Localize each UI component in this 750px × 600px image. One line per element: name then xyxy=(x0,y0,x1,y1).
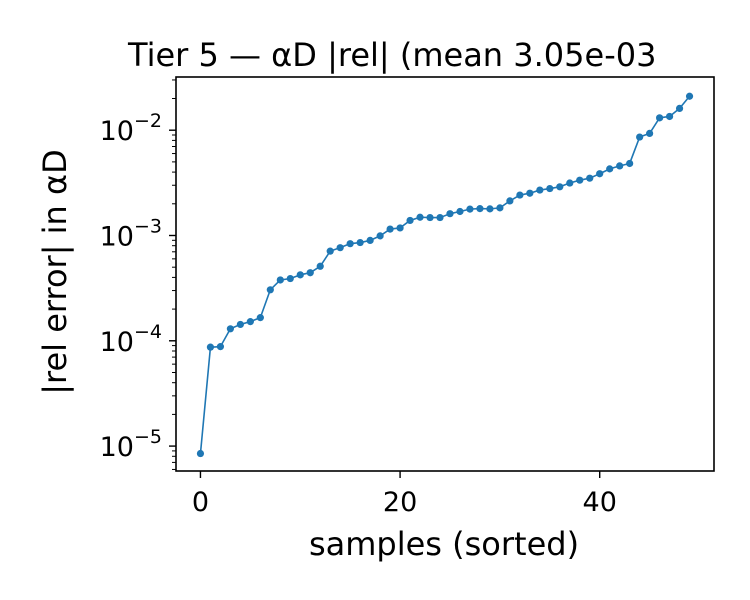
y-tick-label-0: 10−5 xyxy=(100,426,162,463)
data-point-7 xyxy=(266,286,274,294)
y-tick-label-1: 10−4 xyxy=(100,321,162,358)
data-point-41 xyxy=(606,165,614,173)
data-point-42 xyxy=(616,162,624,170)
chart-title: Tier 5 — αD |rel| (mean 3.05e-03 xyxy=(127,36,656,74)
data-point-22 xyxy=(416,213,424,221)
data-point-37 xyxy=(566,179,574,187)
data-point-23 xyxy=(426,213,434,222)
data-point-48 xyxy=(675,104,684,113)
x-axis-label: samples (sorted) xyxy=(309,525,579,563)
data-point-35 xyxy=(546,184,554,193)
y-axis-label: |rel error| in αD xyxy=(36,149,74,394)
data-point-6 xyxy=(256,314,264,322)
y-tick-exponent-2: −3 xyxy=(134,215,162,237)
y-tick-exponent-1: −4 xyxy=(134,321,162,343)
data-point-21 xyxy=(406,216,414,225)
data-point-1 xyxy=(206,343,215,351)
data-point-27 xyxy=(466,205,474,213)
data-point-4 xyxy=(236,320,244,329)
data-point-13 xyxy=(326,247,334,255)
y-tick-label-3: 10−2 xyxy=(100,110,162,147)
data-point-12 xyxy=(316,262,324,270)
x-tick-label-1: 20 xyxy=(383,487,417,518)
data-point-47 xyxy=(665,112,674,121)
data-point-43 xyxy=(626,159,634,168)
data-point-14 xyxy=(336,244,344,252)
data-point-18 xyxy=(376,232,384,240)
x-tick-label-0: 0 xyxy=(192,487,209,518)
data-point-39 xyxy=(586,174,594,182)
data-point-49 xyxy=(685,92,694,100)
y-tick-label-2: 10−3 xyxy=(100,215,162,252)
data-point-32 xyxy=(516,191,524,199)
y-tick-base-2: 10 xyxy=(100,221,134,252)
data-point-20 xyxy=(396,224,404,232)
data-point-38 xyxy=(576,176,584,184)
data-point-15 xyxy=(346,240,354,248)
data-point-28 xyxy=(476,205,484,213)
data-point-11 xyxy=(306,269,314,277)
y-tick-base-3: 10 xyxy=(100,116,134,147)
data-point-8 xyxy=(276,276,284,284)
data-point-30 xyxy=(496,204,504,212)
y-tick-base-0: 10 xyxy=(100,432,134,463)
data-point-36 xyxy=(556,183,564,191)
data-point-44 xyxy=(636,133,644,141)
data-point-10 xyxy=(296,271,304,279)
data-point-46 xyxy=(656,114,664,122)
data-point-33 xyxy=(526,189,534,197)
y-tick-exponent-3: −2 xyxy=(134,110,162,132)
data-point-5 xyxy=(246,318,254,326)
data-point-16 xyxy=(356,238,364,247)
data-point-45 xyxy=(646,129,654,138)
x-axis-ticks: 0 20 40 xyxy=(192,471,617,518)
data-point-19 xyxy=(386,225,394,233)
data-point-0 xyxy=(196,449,205,458)
plot-frame xyxy=(175,76,715,472)
data-point-9 xyxy=(286,274,294,283)
data-point-2 xyxy=(216,343,225,351)
plot-area xyxy=(196,92,694,458)
x-tick-label-2: 40 xyxy=(583,487,617,518)
y-axis-ticks: 10−510−410−310−2 xyxy=(100,79,176,470)
data-point-34 xyxy=(536,186,544,194)
data-point-3 xyxy=(226,325,234,333)
y-tick-exponent-0: −5 xyxy=(134,426,162,448)
data-point-31 xyxy=(506,197,514,205)
data-point-26 xyxy=(456,207,464,216)
data-point-25 xyxy=(446,210,454,218)
data-point-17 xyxy=(366,236,374,245)
data-point-29 xyxy=(486,205,494,213)
data-point-40 xyxy=(596,170,604,178)
data-point-24 xyxy=(436,213,444,222)
y-tick-base-1: 10 xyxy=(100,327,134,358)
